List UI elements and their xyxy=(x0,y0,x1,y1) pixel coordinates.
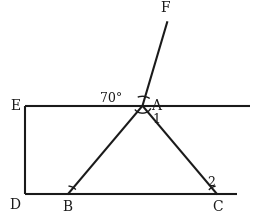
Text: F: F xyxy=(160,1,170,15)
Text: 70°: 70° xyxy=(100,92,122,105)
Text: 2: 2 xyxy=(207,176,215,189)
Text: C: C xyxy=(212,200,223,214)
Text: E: E xyxy=(10,99,20,113)
Text: A: A xyxy=(151,99,161,113)
Text: D: D xyxy=(9,198,20,212)
Text: 1: 1 xyxy=(152,113,160,126)
Text: B: B xyxy=(63,200,73,214)
